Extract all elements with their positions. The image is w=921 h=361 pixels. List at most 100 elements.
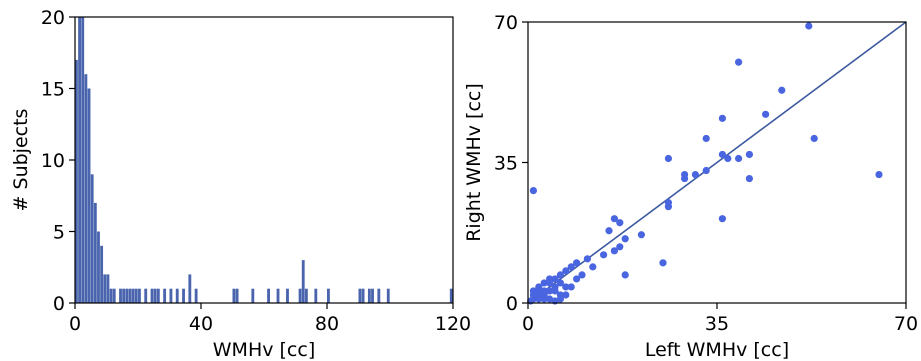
scatter-point [621,271,629,279]
scatter-point [600,251,608,259]
scatter-point [745,150,754,159]
histogram-bar [188,274,192,303]
histogram-bar [97,231,100,303]
histogram-bar [106,274,110,303]
histogram-x-tick-label: 40 [189,313,213,335]
scatter-x-tick-label: 35 [705,313,729,335]
scatter-point [621,235,629,243]
scatter-point [702,134,710,143]
scatter-point [735,154,743,163]
histogram-bar [449,288,453,303]
histogram-bar [103,274,107,303]
histogram-bar [386,288,390,303]
scatter-point [573,275,581,283]
histogram-y-tick-label: 20 [41,7,65,29]
scatter-point [546,287,554,295]
scatter-point [718,150,727,159]
scatter-point [567,263,575,271]
histogram-x-tick-label: 0 [69,313,81,335]
scatter-point [529,291,538,299]
histogram-bar [361,288,365,303]
scatter-x-tick-label: 0 [522,313,534,335]
histogram-x-tick-label: 80 [315,313,339,335]
scatter-point [718,215,727,223]
scatter-point [556,279,565,287]
histogram-bar [251,288,255,303]
scatter-point [610,215,619,223]
histogram-bar [112,288,116,303]
histogram-bar [75,59,78,304]
histogram-bar [128,288,132,303]
scatter-point [540,295,548,303]
histogram-bar [298,288,302,303]
scatter-point [616,243,624,251]
scatter-point [875,170,883,179]
scatter-point [718,114,727,122]
scatter-point [556,295,565,303]
histogram-bar [286,288,289,303]
histogram-bar [327,288,330,303]
scatter-point [702,166,710,175]
histogram-bar [100,245,104,303]
histogram-bar [304,288,308,303]
scatter-x-tick-label: 70 [894,313,918,335]
histogram-y-tick-label: 5 [53,222,65,244]
histogram-bar [93,202,97,303]
scatter-point [778,86,786,94]
histogram-bar [153,288,157,303]
scatter-point [573,259,581,267]
histogram-bar [125,288,129,303]
scatter-point [535,287,543,295]
scatter-x-axis-label: Left WMHv [cc] [645,339,789,361]
scatter-point [556,271,565,279]
histogram-y-tick-label: 15 [41,79,65,101]
histogram-bar [267,288,270,303]
scatter-point [535,295,543,303]
histogram-bar [122,288,126,303]
scatter-y-tick-label: 35 [494,153,518,175]
histogram-bar [138,288,141,303]
histogram-bar [109,288,113,303]
histogram-bar [131,288,135,303]
histogram-bar [87,88,91,303]
histogram-y-tick-label: 10 [41,150,65,172]
histogram-bar [81,17,85,303]
scatter-point [664,154,673,163]
identity-line [527,21,907,304]
histogram-bar [358,288,362,303]
histogram-bar [235,288,239,303]
scatter-point [540,287,548,295]
histogram-bar [90,174,94,303]
scatter-point [605,227,613,235]
scatter-point [762,110,770,118]
histogram-x-axis-label: WMHv [cc] [213,339,315,361]
histogram-x-tick-label: 120 [435,313,471,335]
histogram-bar [194,288,198,303]
scatter-point [562,283,570,291]
scatter-panel: 0 35 70 0 35 70 Left WMHv [cc] Right WMHv [cc] [463,12,918,361]
histogram-bar [144,288,148,303]
histogram-bar [367,288,371,303]
scatter-point [610,247,619,255]
scatter-point [551,287,559,295]
histogram-bar [276,288,280,303]
scatter-point [664,203,673,211]
scatter-point [637,231,646,239]
histogram-bar [78,17,81,303]
scatter-point [562,291,570,299]
scatter-point [724,154,732,163]
scatter-point [681,170,689,179]
histogram-bar [377,288,381,303]
histogram-bar [314,288,318,303]
scatter-point [546,295,554,303]
histogram-bar [134,288,138,303]
scatter-y-axis-label: Right WMHv [cc] [463,83,485,242]
scatter-point [589,263,597,271]
histogram-bar [84,74,88,303]
histogram-y-axis-label: # Subjects [10,109,32,212]
histogram-bar [169,288,173,303]
scatter-point [583,255,592,263]
histogram-bar [150,288,154,303]
scatter-point [691,170,700,179]
